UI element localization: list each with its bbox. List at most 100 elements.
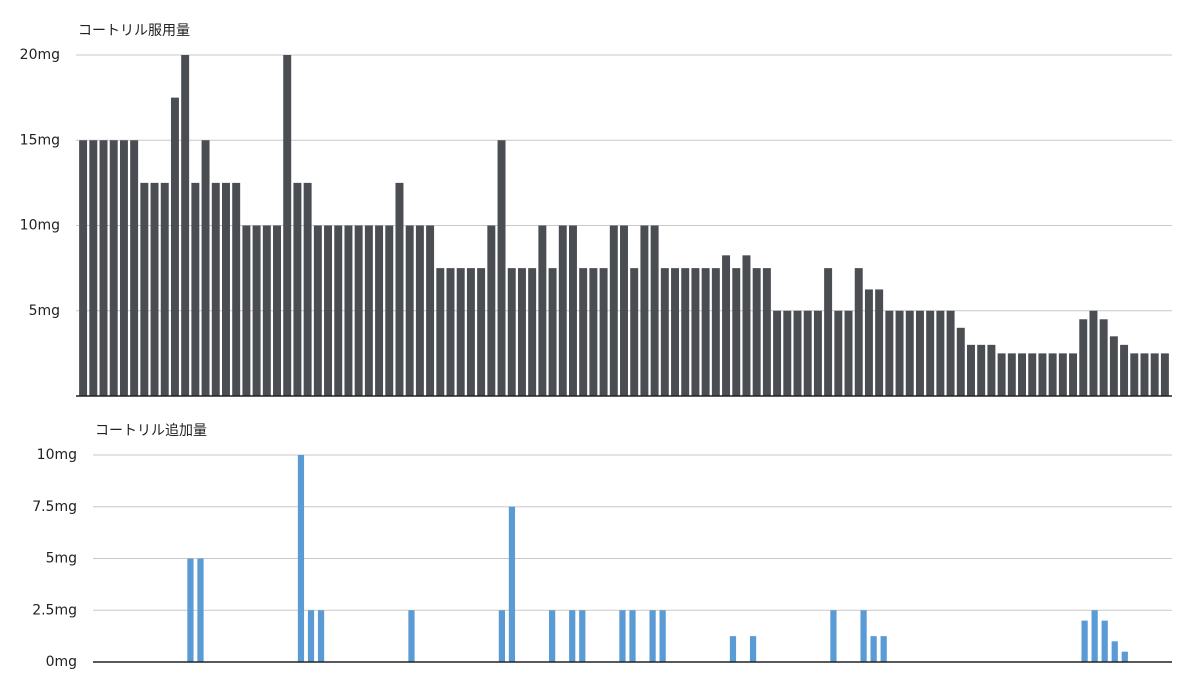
bar	[926, 310, 935, 396]
bar	[870, 636, 877, 662]
bar	[446, 268, 455, 396]
bar	[830, 610, 837, 662]
bar	[660, 268, 669, 396]
bar	[1160, 353, 1169, 396]
bar	[752, 268, 761, 396]
bar	[436, 268, 445, 396]
bar	[650, 225, 659, 396]
bar	[864, 289, 873, 396]
bar	[549, 610, 556, 662]
bar	[297, 455, 305, 662]
bar	[252, 225, 261, 396]
bar	[722, 255, 731, 396]
bar	[140, 182, 149, 396]
bar	[860, 610, 867, 662]
bar	[273, 225, 281, 396]
bar	[79, 140, 88, 396]
bar	[517, 268, 526, 396]
bar	[875, 289, 884, 396]
bar	[671, 268, 680, 396]
bar	[936, 310, 945, 396]
bar	[426, 225, 435, 396]
bar	[197, 558, 204, 662]
bar	[1121, 651, 1128, 662]
bar	[701, 268, 710, 396]
y-tick-label: 2.5mg	[32, 602, 77, 618]
bar	[691, 268, 700, 396]
bar	[711, 268, 720, 396]
bar	[1099, 319, 1108, 396]
bar	[538, 225, 547, 396]
y-tick-label: 0mg	[46, 654, 77, 670]
y-tick-label: 20mg	[20, 47, 60, 63]
bar	[630, 268, 639, 396]
bar	[232, 182, 241, 396]
bar	[956, 327, 965, 396]
bar	[1109, 336, 1118, 396]
bar	[170, 97, 179, 396]
bar	[497, 140, 506, 396]
bar	[303, 182, 312, 396]
bar	[987, 344, 996, 396]
bar	[487, 225, 496, 396]
bar	[415, 225, 424, 396]
bar	[405, 225, 414, 396]
bar	[1079, 319, 1088, 396]
bar	[498, 610, 506, 662]
bar	[729, 636, 737, 662]
bar	[313, 225, 322, 396]
bar	[659, 610, 666, 662]
bar	[1007, 353, 1016, 396]
bar	[1089, 310, 1098, 396]
bar	[824, 268, 833, 396]
bar	[997, 353, 1006, 396]
bar	[967, 344, 975, 396]
bar	[548, 268, 557, 396]
bar	[803, 310, 812, 396]
y-tick-label: 7.5mg	[32, 499, 77, 515]
bar	[834, 310, 843, 396]
bar	[732, 268, 741, 396]
bar	[1018, 353, 1026, 396]
bar	[885, 310, 894, 396]
bar	[317, 610, 325, 662]
chart-title: コートリル服用量	[78, 23, 190, 39]
y-tick-label: 15mg	[20, 132, 60, 148]
bar	[307, 610, 315, 662]
bar	[579, 610, 586, 662]
bar	[354, 225, 363, 396]
bar	[895, 310, 904, 396]
bar	[1069, 353, 1078, 396]
bar	[609, 225, 618, 396]
bar	[813, 310, 822, 396]
bar	[599, 268, 608, 396]
bar	[395, 182, 404, 396]
bar	[620, 225, 628, 396]
bar	[589, 268, 598, 396]
bar	[293, 182, 302, 396]
bar	[160, 182, 169, 396]
bar	[283, 55, 292, 396]
bar	[749, 636, 757, 662]
bar	[1130, 353, 1139, 396]
bar	[201, 140, 210, 396]
bar	[1150, 353, 1159, 396]
bar	[1140, 353, 1149, 396]
bar	[915, 310, 924, 396]
bar	[181, 55, 190, 396]
bar	[456, 268, 465, 396]
bar	[466, 268, 475, 396]
bar	[242, 225, 251, 396]
bar	[1048, 353, 1057, 396]
bar	[344, 225, 353, 396]
bar	[324, 225, 333, 396]
bar	[649, 610, 656, 662]
bar	[773, 310, 782, 396]
bar	[793, 310, 802, 396]
bar	[619, 610, 626, 662]
bar	[1120, 344, 1129, 396]
bar	[880, 636, 887, 662]
bar	[854, 268, 863, 396]
bar	[681, 268, 690, 396]
